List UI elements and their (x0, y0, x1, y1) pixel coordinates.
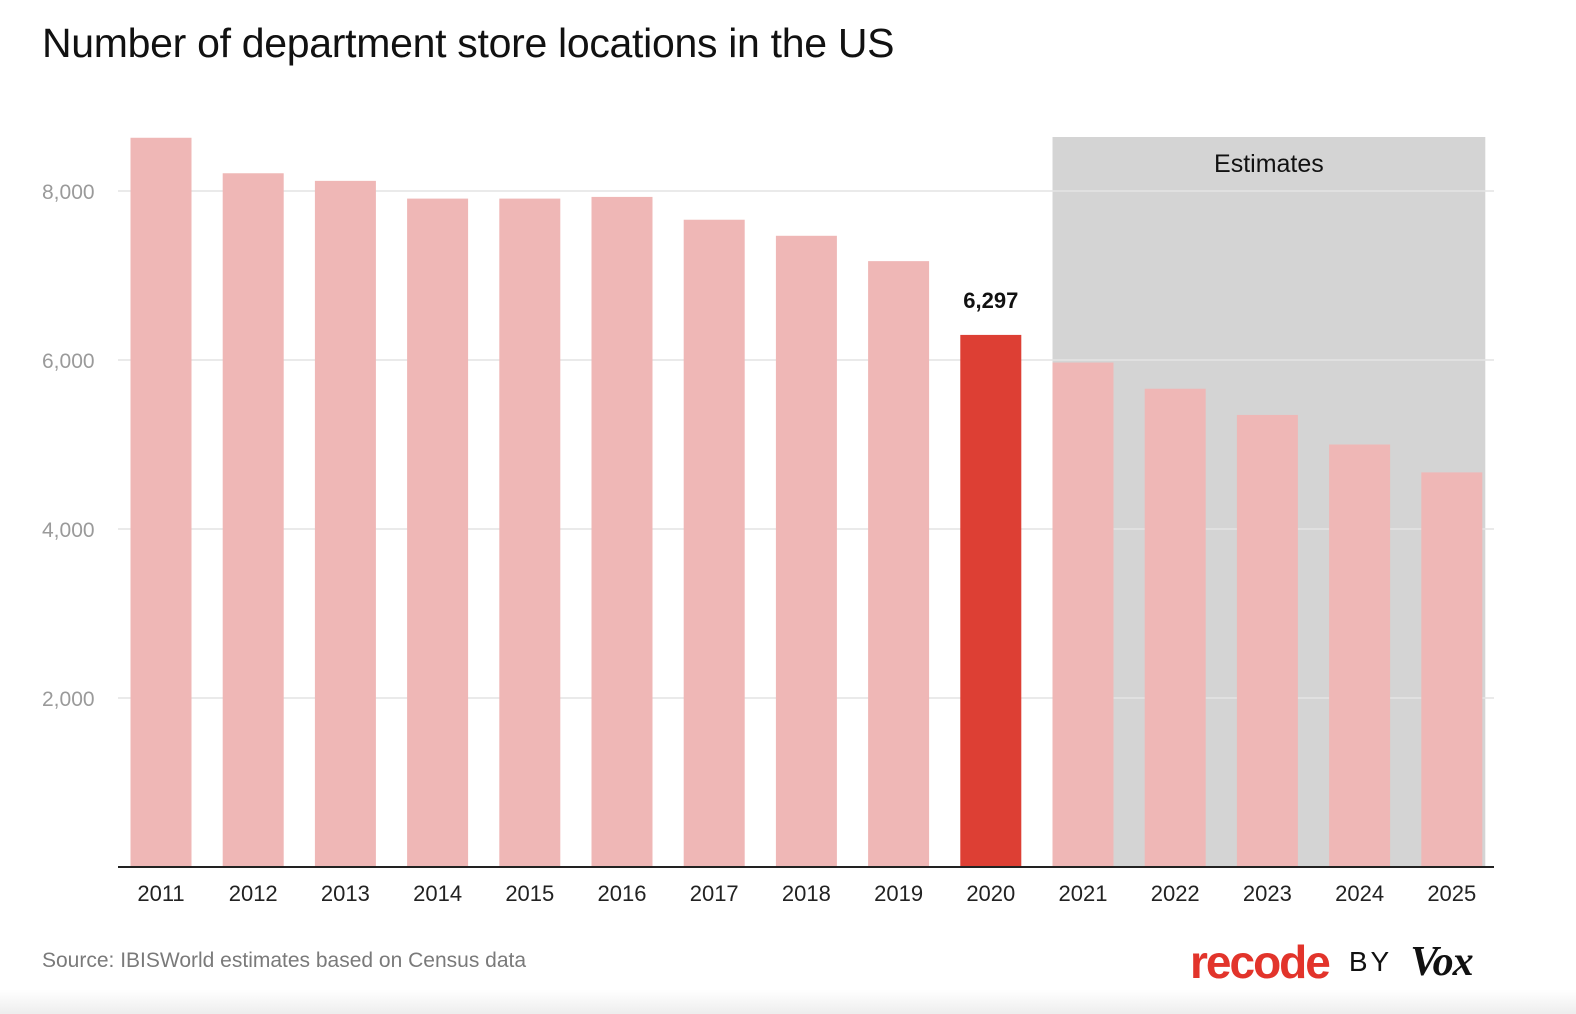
x-tick-label: 2021 (1059, 881, 1108, 906)
bar-2012[interactable] (222, 173, 284, 867)
y-tick-label: 6,000 (42, 350, 95, 373)
x-tick-label: 2018 (782, 881, 831, 906)
brand-by-text: BY (1348, 946, 1393, 977)
x-tick-label: 2025 (1427, 881, 1476, 906)
source-note: Source: IBISWorld estimates based on Cen… (42, 949, 527, 972)
x-tick-label: 2016 (598, 881, 647, 906)
x-tick-label: 2015 (505, 881, 554, 906)
y-tick-label: 2,000 (42, 688, 95, 711)
x-tick-label: 2023 (1243, 881, 1292, 906)
data-label-2020: 6,297 (963, 288, 1018, 313)
bar-2022[interactable] (1144, 388, 1206, 867)
bar-2017[interactable] (683, 219, 745, 868)
chart-title: Number of department store locations in … (42, 20, 895, 66)
x-tick-label: 2020 (966, 881, 1015, 906)
x-tick-label: 2022 (1151, 881, 1200, 906)
bar-2018[interactable] (775, 235, 837, 867)
bar-2024[interactable] (1329, 444, 1391, 868)
x-tick-label: 2013 (321, 881, 370, 906)
bottom-shade (0, 990, 1576, 1014)
bar-2014[interactable] (407, 198, 469, 868)
x-tick-label: 2019 (874, 881, 923, 906)
bar-2023[interactable] (1236, 414, 1298, 867)
x-tick-label: 2014 (413, 881, 462, 906)
bar-2016[interactable] (591, 196, 653, 868)
bars (130, 137, 1483, 868)
bar-2025[interactable] (1421, 472, 1483, 867)
x-axis-ticks: 2011 2012 2013 2014 2015 2016 2017 2018 2019 2020… (137, 881, 1476, 906)
bar-2011[interactable] (130, 137, 192, 867)
x-tick-label: 2012 (229, 881, 278, 906)
bar-2019[interactable] (868, 261, 930, 867)
estimates-label: Estimates (1214, 150, 1324, 178)
x-tick-label: 2011 (137, 881, 184, 906)
bar-2013[interactable] (314, 180, 376, 868)
recode-logo: recode (1190, 936, 1331, 988)
x-tick-label: 2024 (1335, 881, 1384, 906)
y-tick-label: 8,000 (42, 181, 95, 204)
data-labels: 6,297 (963, 288, 1018, 313)
vox-logo: Vox (1410, 939, 1473, 985)
y-axis-ticks: 2,000 4,000 6,000 8,000 (42, 181, 95, 711)
bar-2020[interactable] (960, 334, 1022, 867)
y-tick-label: 4,000 (42, 519, 95, 542)
brand-logo[interactable]: recode BY Vox (1190, 932, 1474, 992)
bar-2021[interactable] (1052, 362, 1114, 867)
x-tick-label: 2017 (690, 881, 739, 906)
bar-2015[interactable] (499, 198, 561, 868)
